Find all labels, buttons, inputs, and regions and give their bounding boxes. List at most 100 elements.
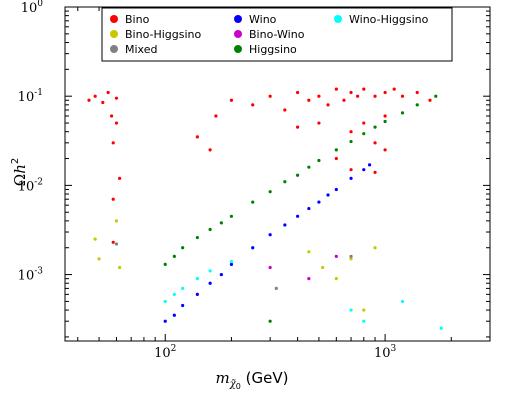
legend-marker	[110, 15, 118, 23]
data-point	[268, 319, 272, 323]
data-point	[334, 277, 338, 281]
series-bino-higgsino	[93, 219, 377, 312]
data-point	[321, 265, 325, 270]
data-point	[87, 98, 91, 102]
data-point	[181, 303, 185, 308]
x-axis-label-sub: 0	[236, 382, 241, 391]
data-point	[349, 90, 353, 95]
legend-entry: Higgsino	[234, 43, 297, 56]
data-point	[428, 98, 432, 102]
data-point	[229, 214, 234, 218]
data-point	[114, 96, 119, 100]
data-point	[283, 108, 287, 112]
data-point	[334, 187, 338, 192]
x-axis-label-unit: (GeV)	[241, 369, 289, 387]
data-point	[219, 221, 223, 225]
data-point	[111, 197, 115, 201]
series-bino-wino	[268, 254, 338, 281]
data-point	[219, 272, 223, 277]
series-wino	[163, 163, 372, 323]
legend: Bino Bino-Higgsino Mixed Wino Bino-Wino Higgs…	[101, 7, 453, 62]
data-point	[251, 246, 255, 250]
y-axis-label: Ωh2	[10, 158, 29, 186]
data-point	[334, 87, 338, 91]
y-tick-label: 10-3	[18, 267, 44, 284]
data-point	[114, 219, 119, 223]
data-point	[307, 277, 311, 281]
data-point	[106, 90, 110, 95]
legend-label: Bino-Higgsino	[125, 28, 202, 41]
data-point	[93, 94, 97, 98]
data-point	[114, 242, 119, 246]
plot-area	[64, 6, 491, 342]
data-point	[317, 158, 321, 163]
y-axis-label-exp: 2	[10, 158, 21, 164]
legend-label: Bino-Wino	[249, 28, 305, 41]
data-point	[349, 168, 353, 172]
data-point	[362, 121, 366, 125]
data-point	[334, 254, 338, 258]
data-point	[307, 250, 311, 254]
legend-label: Higgsino	[249, 43, 297, 56]
data-point	[367, 163, 372, 167]
data-point	[362, 308, 366, 312]
data-point	[118, 265, 122, 270]
data-point	[181, 286, 185, 290]
data-point	[326, 193, 330, 197]
series-wino-higgsino	[163, 259, 443, 330]
data-point	[111, 141, 115, 145]
data-point	[172, 292, 176, 296]
data-point	[268, 265, 272, 270]
data-point	[251, 200, 255, 204]
x-tick-label: 103	[374, 344, 397, 361]
data-point	[349, 308, 353, 312]
data-point	[356, 94, 360, 98]
x-axis-label-symbol: m	[216, 369, 230, 387]
legend-entry: Bino	[110, 13, 150, 26]
legend-entry: Bino-Wino	[234, 28, 305, 41]
data-point	[400, 299, 405, 304]
data-point	[283, 180, 287, 184]
data-point	[434, 94, 438, 98]
series-mixed	[114, 242, 353, 290]
data-point	[229, 259, 234, 264]
legend-label: Mixed	[125, 43, 157, 56]
series-higgsino	[163, 94, 438, 323]
data-point	[268, 190, 272, 194]
data-point	[307, 98, 311, 102]
data-point	[208, 269, 212, 273]
legend-label: Wino	[249, 13, 277, 26]
legend-marker	[234, 15, 242, 23]
data-point	[195, 235, 199, 240]
data-point	[317, 200, 321, 204]
x-tick-label: 102	[154, 344, 176, 361]
data-point	[334, 156, 338, 161]
y-tick-label: 10-1	[18, 88, 43, 105]
data-point	[251, 103, 255, 107]
data-point	[195, 277, 199, 281]
data-point	[111, 240, 115, 244]
data-point	[373, 125, 377, 129]
y-tick-label: 100	[21, 0, 44, 16]
data-point	[109, 114, 114, 118]
data-point	[362, 132, 366, 136]
legend-entry: Bino-Higgsino	[110, 28, 202, 41]
data-point	[373, 246, 377, 250]
x-axis-label: mχ̃0 (GeV)	[216, 369, 289, 391]
legend-entry: Wino-Higgsino	[334, 13, 429, 26]
data-point	[307, 206, 311, 211]
data-point	[229, 98, 234, 102]
data-point	[392, 87, 396, 91]
data-point	[114, 121, 119, 125]
data-point	[383, 119, 387, 124]
data-point	[400, 94, 405, 98]
data-point	[208, 227, 212, 232]
data-point	[362, 319, 366, 323]
data-point	[195, 292, 199, 296]
data-point	[383, 114, 387, 118]
legend-label: Bino	[125, 13, 150, 26]
data-point	[229, 262, 234, 267]
y-axis-label-h: h	[11, 164, 29, 174]
data-point	[362, 168, 366, 172]
data-point	[101, 100, 105, 105]
